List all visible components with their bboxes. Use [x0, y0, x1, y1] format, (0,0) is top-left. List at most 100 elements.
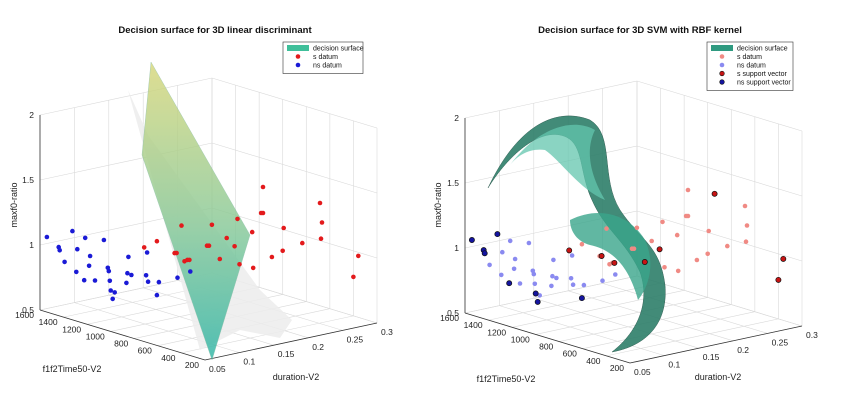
svm-y-tick-label: 800: [539, 342, 553, 352]
lda-ns-datum-point: [175, 275, 180, 281]
svm-x-tick-label: 0.25: [772, 337, 789, 347]
lda-s-datum-point: [217, 256, 223, 262]
svm-ns-datum-point: [487, 262, 492, 268]
lda-s-datum-point: [258, 210, 264, 216]
svm-grid-line: [533, 297, 699, 349]
svm-legend-marker: [719, 79, 725, 85]
svm-grid-line: [464, 275, 638, 314]
svm-ns-support-vector-point: [481, 250, 488, 257]
svm-ns-datum-point: [549, 283, 554, 289]
lda-ns-datum-point: [86, 263, 92, 269]
lda-x-tick-label: 0.1: [243, 357, 255, 367]
svm-grid-line: [602, 283, 768, 334]
svm-y-tick-label: 1200: [487, 327, 506, 337]
lda-panel: Decision surface for 3D linear discrimin…: [9, 25, 393, 382]
lda-ns-datum-point: [44, 234, 50, 240]
lda-ns-datum-point: [154, 292, 160, 298]
lda-grid-line: [108, 294, 274, 346]
svm-x-tick-label: 0.2: [737, 345, 749, 355]
lda-legend-label: ns datum: [313, 63, 342, 70]
svm-s-datum-point: [579, 241, 585, 247]
lda-s-datum-point: [141, 245, 147, 250]
svm-ns-datum-point: [530, 268, 536, 274]
lda-ns-datum-point: [82, 235, 88, 241]
lda-z-tick-label: 1: [29, 240, 34, 250]
svm-s-datum-point: [634, 225, 640, 231]
svm-grid-line: [499, 305, 665, 356]
lda-x-tick-label: 0.25: [347, 334, 364, 344]
svm-s-datum-point: [683, 213, 689, 219]
svm-y-tick-label: 200: [610, 363, 624, 373]
lda-ns-datum-point: [144, 250, 150, 255]
lda-ns-datum-point: [108, 288, 113, 293]
svm-y-tick-label: 600: [563, 349, 577, 359]
lda-s-datum-point: [235, 216, 240, 222]
svm-ns-support-vector-point: [534, 298, 541, 305]
lda-x-tick-label: 0.2: [312, 342, 324, 352]
svm-s-datum-point: [604, 226, 609, 231]
svm-s-support-vector-point: [641, 259, 648, 265]
lda-surface-shadow: [128, 90, 292, 350]
svm-s-datum-point: [607, 262, 612, 267]
svm-ns-datum-point: [512, 256, 518, 262]
svm-s-datum-point: [662, 265, 667, 270]
svm-ns-datum-point: [517, 281, 523, 286]
svm-grid-line: [488, 282, 661, 321]
svm-s-datum-point: [675, 268, 681, 274]
svm-legend-label: s support vector: [737, 71, 787, 78]
lda-z-tick-label: 1.5: [22, 175, 34, 185]
svm-legend-marker: [719, 54, 725, 59]
svm-ns-datum-point: [551, 257, 556, 263]
svm-grid-line: [636, 80, 803, 132]
lda-s-datum-point: [249, 229, 255, 235]
lda-y-tick-label: 1600: [15, 310, 34, 320]
lda-s-datum-point: [174, 250, 179, 256]
svm-grid-line: [636, 145, 803, 197]
svm-ns-support-vector-point: [532, 290, 539, 297]
lda-title: Decision surface for 3D linear discrimin…: [118, 25, 312, 36]
svm-surface-highlight: [510, 124, 605, 200]
lda-s-datum-point: [224, 235, 229, 241]
svm-y-axis-line: [464, 312, 631, 364]
svm-zlabel: maxf0-ratio: [433, 182, 443, 227]
svm-s-datum-point: [674, 232, 680, 238]
lda-s-datum-point: [209, 222, 215, 228]
svm-ns-datum-point: [554, 275, 559, 281]
svm-s-datum-point: [649, 238, 654, 244]
svm-s-datum-point: [743, 239, 749, 244]
lda-y-axis-line: [39, 309, 206, 361]
svm-x-tick-label: 0.15: [703, 352, 720, 362]
svm-s-support-vector-point: [598, 253, 605, 259]
svm-s-datum-point: [742, 203, 748, 209]
svm-z-tick-label: 1.5: [447, 178, 459, 188]
svm-legend-label: ns datum: [737, 63, 766, 70]
lda-legend-swatch: [287, 45, 309, 51]
svm-legend-swatch: [711, 45, 733, 51]
lda-y-tick-label: 800: [114, 339, 128, 349]
lda-s-datum-point: [232, 244, 237, 249]
lda-s-datum-point: [237, 262, 242, 267]
lda-ns-datum-point: [81, 277, 87, 283]
svm-ns-support-vector-point: [494, 231, 501, 238]
lda-ns-datum-point: [112, 290, 117, 295]
lda-s-datum-point: [300, 240, 305, 246]
lda-decision-surface: [128, 61, 292, 361]
svm-s-datum-point: [744, 223, 750, 228]
svm-panel: Decision surface for 3D SVM with RBF ker…: [433, 25, 818, 384]
svm-surface-fold: [570, 212, 651, 300]
lda-y-tick-label: 400: [161, 353, 175, 363]
svm-x-tick-label: 0.3: [806, 330, 818, 340]
svm-y-tick-label: 1400: [464, 320, 483, 330]
svm-decision-surface: [487, 115, 666, 353]
svm-s-support-vector-point: [780, 255, 787, 262]
svm-grid-line: [535, 297, 708, 335]
svm-ns-support-vector-point: [468, 237, 475, 243]
lda-s-datum-point: [351, 274, 356, 280]
svm-s-support-vector-point: [775, 276, 782, 283]
svm-grid-line: [582, 311, 755, 350]
lda-ns-datum-point: [143, 273, 149, 278]
lda-grid-line: [211, 77, 378, 129]
lda-s-datum-point: [182, 259, 187, 264]
lda-xlabel: duration-V2: [273, 372, 320, 382]
